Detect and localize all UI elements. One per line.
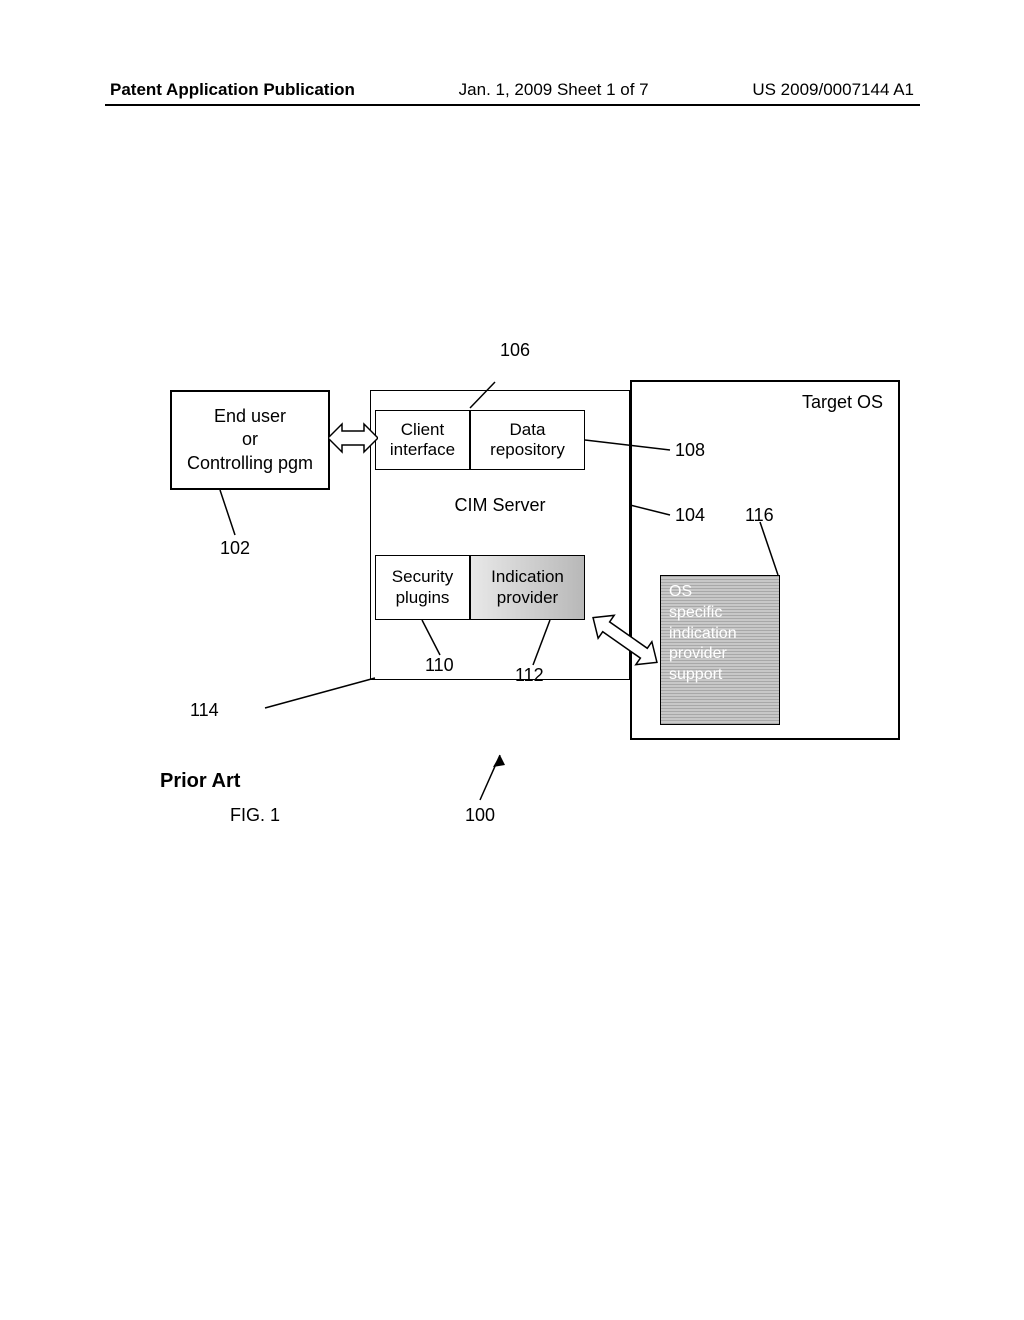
header-rule xyxy=(105,104,920,106)
client-interface-box: Client interface xyxy=(375,410,470,470)
end-user-l1: End user xyxy=(214,405,286,428)
indication-provider-label: Indication provider xyxy=(471,567,584,608)
ref-100: 100 xyxy=(465,805,495,826)
arrow-indication-os xyxy=(580,590,670,690)
cim-server-label: CIM Server xyxy=(370,495,630,516)
header-mid: Jan. 1, 2009 Sheet 1 of 7 xyxy=(459,80,649,100)
data-repository-box: Data repository xyxy=(470,410,585,470)
security-plugins-box: Security plugins xyxy=(375,555,470,620)
target-os-label: Target OS xyxy=(802,392,883,413)
arrow-enduser-client xyxy=(328,418,378,458)
end-user-box: End user or Controlling pgm xyxy=(170,390,330,490)
ref-112: 112 xyxy=(515,665,544,686)
ref-116: 116 xyxy=(745,505,774,526)
ref-114: 114 xyxy=(190,700,219,721)
ref-110: 110 xyxy=(425,655,454,676)
figure-diagram: Target OS End user or Controlling pgm Cl… xyxy=(170,390,900,760)
os-support-box: OS specific indication provider support xyxy=(660,575,780,725)
data-repository-label: Data repository xyxy=(471,420,584,461)
prior-art-label: Prior Art xyxy=(160,770,240,793)
end-user-l2: or xyxy=(242,428,258,451)
ref-108: 108 xyxy=(675,440,705,461)
ref-104: 104 xyxy=(675,505,705,526)
security-plugins-label: Security plugins xyxy=(376,567,469,608)
indication-provider-box: Indication provider xyxy=(470,555,585,620)
os-support-text: OS specific indication provider support xyxy=(661,576,779,692)
end-user-l3: Controlling pgm xyxy=(187,452,313,475)
header-left: Patent Application Publication xyxy=(110,80,355,100)
client-interface-label: Client interface xyxy=(376,420,469,461)
ref-102: 102 xyxy=(220,538,250,559)
ref-106: 106 xyxy=(500,340,530,361)
figure-label: FIG. 1 xyxy=(230,805,280,826)
header-right: US 2009/0007144 A1 xyxy=(752,80,914,100)
page-header: Patent Application Publication Jan. 1, 2… xyxy=(0,80,1024,100)
